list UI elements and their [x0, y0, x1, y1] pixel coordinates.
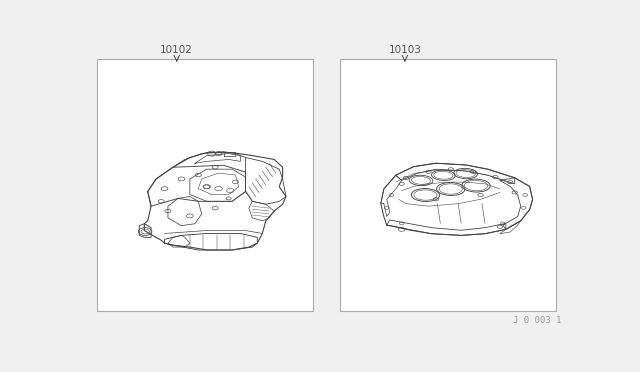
Bar — [97, 59, 313, 311]
Text: J 0 003 1: J 0 003 1 — [513, 316, 561, 326]
Text: 10102: 10102 — [160, 45, 193, 55]
Bar — [340, 59, 556, 311]
Text: 10103: 10103 — [388, 45, 421, 55]
